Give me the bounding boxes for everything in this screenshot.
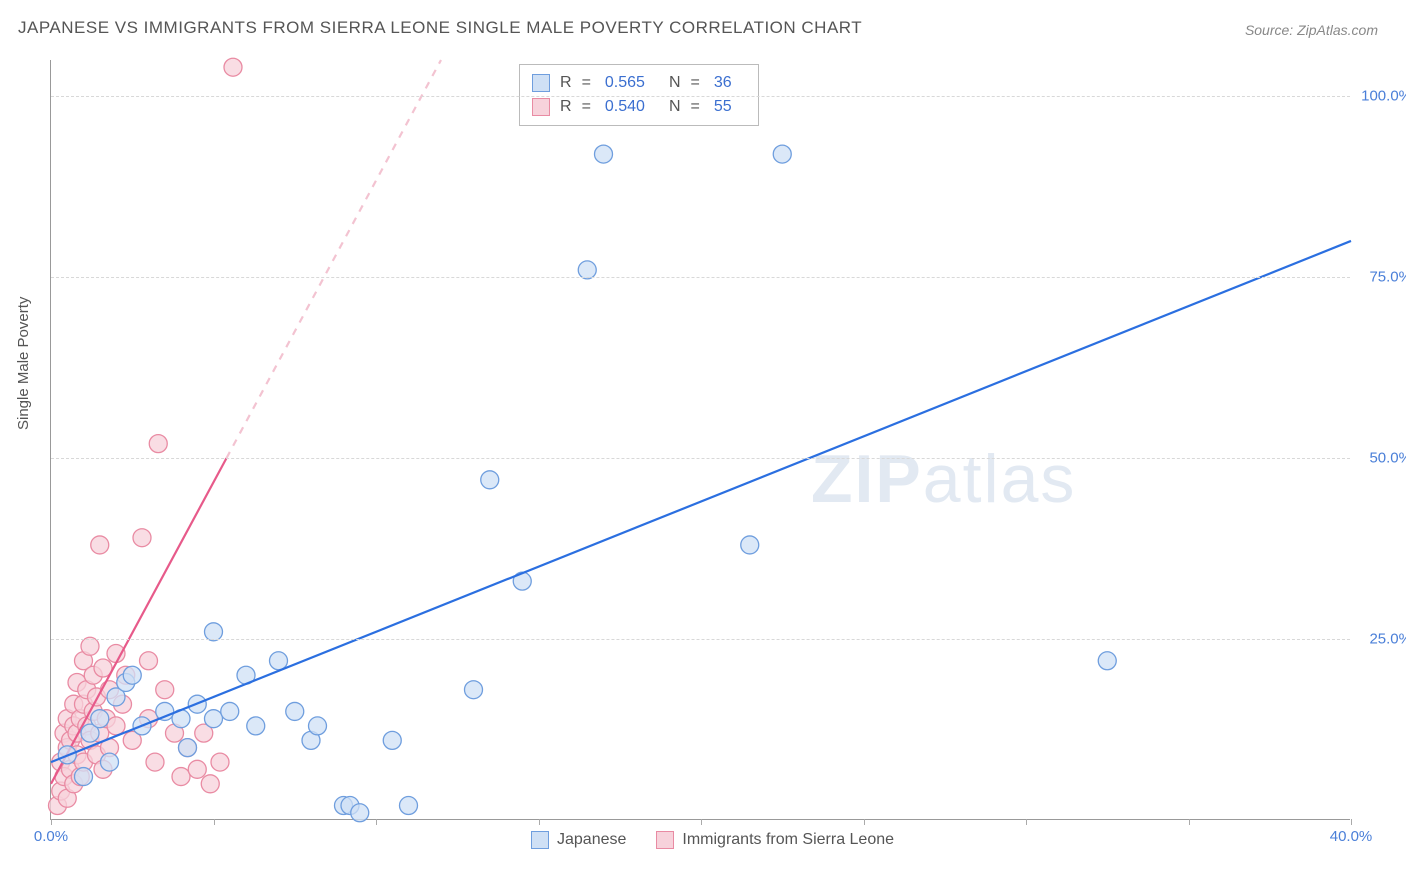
x-tick (701, 819, 702, 825)
pink-point (149, 435, 167, 453)
pink-point (172, 768, 190, 786)
r-label-2: R (560, 95, 572, 119)
blue-point (400, 797, 418, 815)
legend-row-pink: R = 0.540 N = 55 (532, 95, 746, 119)
plot-area: ZIPatlas R = 0.565 N = 36 R = 0.540 N = … (50, 60, 1350, 820)
scatter-plot-svg (51, 60, 1350, 819)
pink-point (201, 775, 219, 793)
x-tick (1026, 819, 1027, 825)
n-label-2: N (669, 95, 681, 119)
r-value-blue: 0.565 (605, 71, 645, 95)
pink-point (211, 753, 229, 771)
plot-container: ZIPatlas R = 0.565 N = 36 R = 0.540 N = … (50, 60, 1350, 820)
r-label: R (560, 71, 572, 95)
gridline-h (51, 639, 1350, 640)
x-tick (1189, 819, 1190, 825)
source-attribution: Source: ZipAtlas.com (1245, 22, 1378, 38)
eq-label-4: = (691, 95, 700, 119)
x-tick (864, 819, 865, 825)
blue-trendline (51, 241, 1351, 762)
pink-point (133, 529, 151, 547)
legend-row-blue: R = 0.565 N = 36 (532, 71, 746, 95)
correlation-legend: R = 0.565 N = 36 R = 0.540 N = 55 (519, 64, 759, 126)
x-tick (376, 819, 377, 825)
x-tick-label: 40.0% (1330, 828, 1373, 845)
blue-point (465, 681, 483, 699)
blue-point (156, 702, 174, 720)
blue-point (741, 536, 759, 554)
x-tick (1351, 819, 1352, 825)
blue-point (773, 145, 791, 163)
blue-point (286, 702, 304, 720)
legend-item-blue: Japanese (531, 831, 626, 849)
y-tick-label: 50.0% (1369, 450, 1406, 467)
blue-point (1098, 652, 1116, 670)
pink-trendline-dash (227, 60, 442, 458)
legend-label-pink: Immigrants from Sierra Leone (682, 831, 894, 849)
pink-point (156, 681, 174, 699)
blue-point (221, 702, 239, 720)
x-tick (51, 819, 52, 825)
r-value-pink: 0.540 (605, 95, 645, 119)
pink-point (107, 717, 125, 735)
blue-point (91, 710, 109, 728)
blue-point (595, 145, 613, 163)
blue-point (351, 804, 369, 822)
pink-point (188, 760, 206, 778)
x-tick-label: 0.0% (34, 828, 68, 845)
y-tick-label: 25.0% (1369, 631, 1406, 648)
blue-point (247, 717, 265, 735)
gridline-h (51, 277, 1350, 278)
pink-point (146, 753, 164, 771)
legend-item-pink: Immigrants from Sierra Leone (656, 831, 894, 849)
pink-point (224, 58, 242, 76)
y-tick-label: 75.0% (1369, 269, 1406, 286)
pink-point (140, 652, 158, 670)
y-tick-label: 100.0% (1361, 88, 1406, 105)
blue-point (383, 731, 401, 749)
x-tick (214, 819, 215, 825)
blue-point (270, 652, 288, 670)
eq-label-2: = (691, 71, 700, 95)
y-axis-label: Single Male Poverty (15, 297, 32, 430)
swatch-pink-2 (656, 831, 674, 849)
blue-point (123, 666, 141, 684)
eq-label-3: = (582, 95, 591, 119)
gridline-h (51, 458, 1350, 459)
pink-point (91, 536, 109, 554)
blue-point (481, 471, 499, 489)
blue-point (205, 710, 223, 728)
swatch-blue (532, 74, 550, 92)
n-label: N (669, 71, 681, 95)
n-value-blue: 36 (714, 71, 732, 95)
swatch-pink (532, 98, 550, 116)
series-legend: Japanese Immigrants from Sierra Leone (531, 831, 894, 849)
blue-point (101, 753, 119, 771)
legend-label-blue: Japanese (557, 831, 626, 849)
n-value-pink: 55 (714, 95, 732, 119)
blue-point (309, 717, 327, 735)
blue-point (75, 768, 93, 786)
swatch-blue-2 (531, 831, 549, 849)
gridline-h (51, 96, 1350, 97)
eq-label: = (582, 71, 591, 95)
chart-title: JAPANESE VS IMMIGRANTS FROM SIERRA LEONE… (18, 18, 862, 38)
blue-point (179, 739, 197, 757)
x-tick (539, 819, 540, 825)
